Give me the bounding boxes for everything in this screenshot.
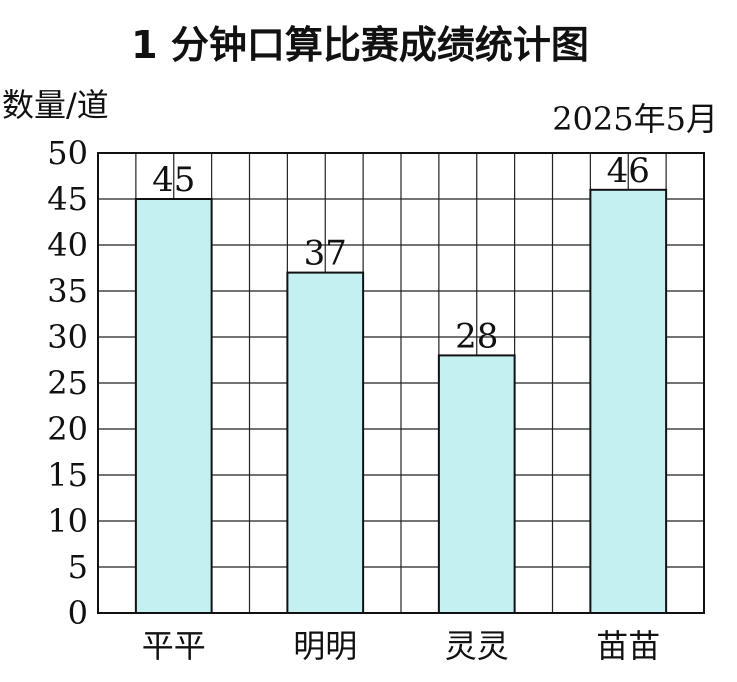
- bar: [134, 198, 213, 614]
- x-category-label: 灵灵: [445, 627, 509, 665]
- y-tick-label: 30: [47, 318, 88, 356]
- bar: [589, 188, 668, 615]
- y-tick-label: 45: [47, 180, 88, 218]
- bar: [437, 354, 516, 614]
- data-labels: 45 37 28 46: [152, 151, 650, 357]
- x-category-label: 苗苗: [596, 627, 660, 665]
- x-axis-categories: 平平 明明 灵灵 苗苗: [142, 627, 661, 665]
- x-category-label: 平平: [142, 627, 206, 665]
- y-tick-label: 10: [47, 502, 88, 540]
- y-tick-label: 5: [68, 548, 88, 586]
- bar: [286, 271, 365, 614]
- plot-frame: [97, 152, 705, 614]
- chart-title: 1 分钟口算比赛成绩统计图: [131, 23, 589, 67]
- y-tick-label: 15: [47, 456, 88, 494]
- y-tick-label: 0: [68, 594, 88, 632]
- data-label: 45: [152, 160, 195, 200]
- y-tick-label: 35: [47, 272, 88, 310]
- bars: [134, 188, 668, 615]
- y-tick-label: 20: [47, 410, 88, 448]
- y-tick-label: 50: [47, 134, 88, 172]
- y-axis-label: 数量/道: [2, 86, 109, 124]
- data-label: 37: [304, 234, 347, 274]
- y-tick-label: 25: [47, 364, 88, 402]
- data-label: 28: [455, 316, 498, 356]
- date-note: 2025年5月: [552, 100, 718, 138]
- y-tick-label: 40: [47, 226, 88, 264]
- data-label: 46: [607, 151, 650, 191]
- y-axis-ticks: 0 5 10 15 20 25 30 35 40 45 50: [47, 134, 88, 632]
- x-category-label: 明明: [293, 627, 357, 665]
